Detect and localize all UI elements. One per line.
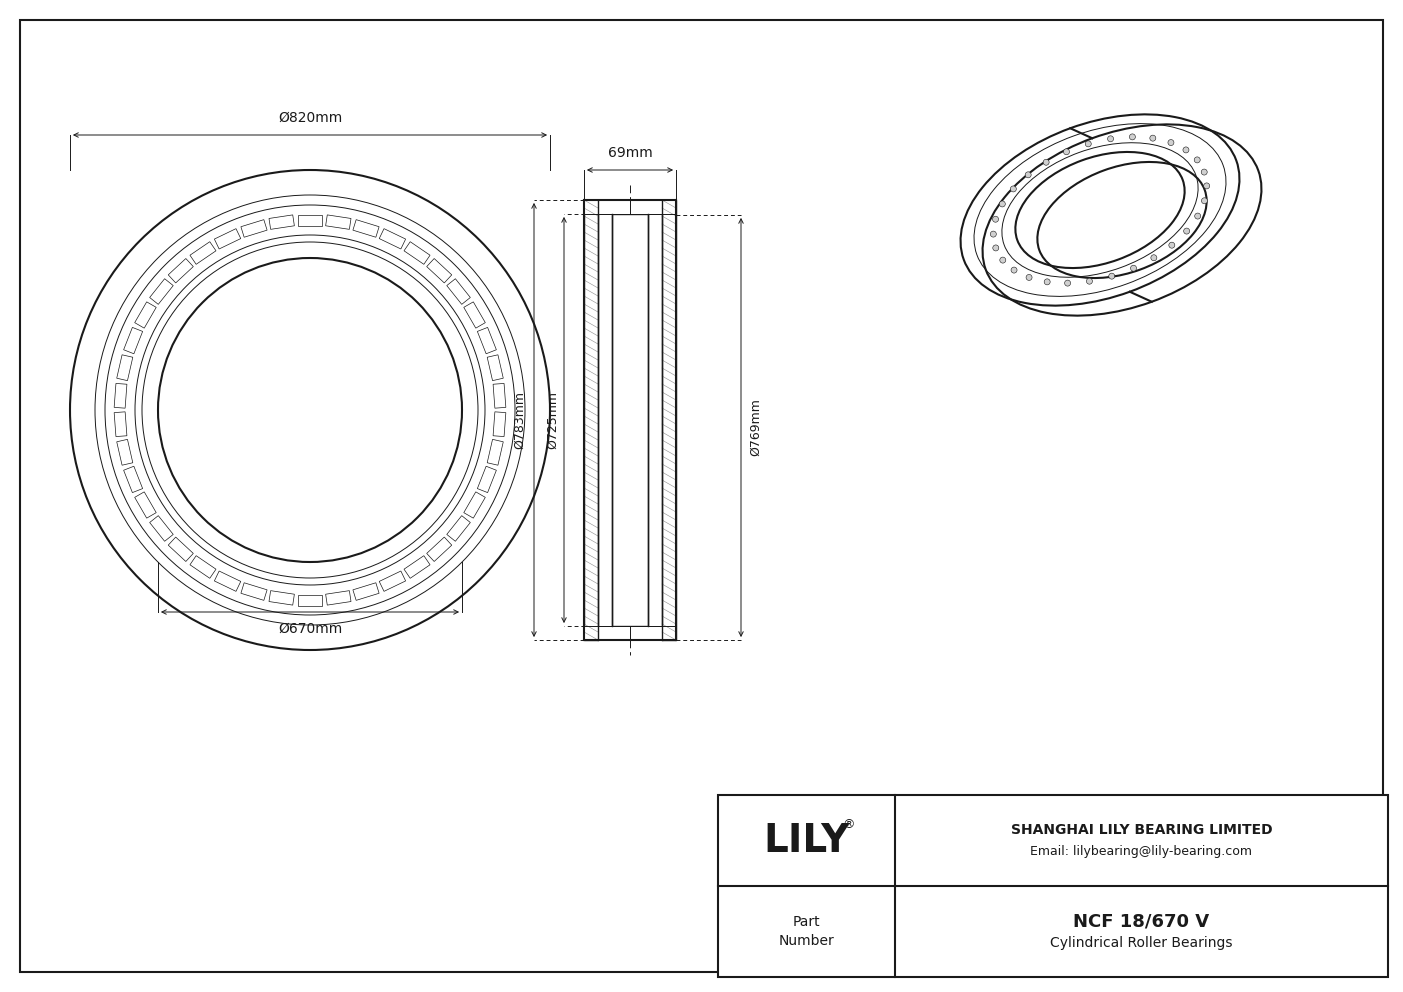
Text: Ø769mm: Ø769mm: [749, 399, 762, 456]
Circle shape: [1131, 265, 1136, 271]
Bar: [584, 200, 598, 640]
Circle shape: [1065, 280, 1070, 286]
Polygon shape: [492, 384, 506, 408]
Circle shape: [1169, 242, 1174, 248]
Circle shape: [1167, 140, 1174, 146]
Text: Ø783mm: Ø783mm: [513, 391, 526, 449]
Polygon shape: [404, 556, 431, 578]
Polygon shape: [379, 571, 405, 591]
Circle shape: [1150, 135, 1156, 141]
Circle shape: [1108, 273, 1115, 279]
Polygon shape: [464, 302, 485, 328]
Text: Cylindrical Roller Bearings: Cylindrical Roller Bearings: [1051, 936, 1233, 950]
Circle shape: [1012, 267, 1017, 273]
Circle shape: [1201, 169, 1207, 175]
Polygon shape: [241, 219, 267, 237]
Polygon shape: [135, 302, 156, 328]
Bar: [584, 200, 630, 214]
Circle shape: [992, 216, 999, 222]
Polygon shape: [487, 355, 504, 381]
Text: Ø725mm: Ø725mm: [546, 391, 558, 449]
Polygon shape: [215, 571, 241, 591]
Polygon shape: [123, 466, 143, 493]
Circle shape: [999, 201, 1006, 207]
Polygon shape: [189, 242, 216, 264]
Circle shape: [1010, 186, 1016, 191]
Text: Ø820mm: Ø820mm: [278, 111, 342, 125]
Polygon shape: [269, 215, 295, 229]
Polygon shape: [427, 537, 452, 561]
Text: Part
Number: Part Number: [779, 915, 835, 948]
Polygon shape: [116, 355, 133, 381]
Polygon shape: [189, 556, 216, 578]
Polygon shape: [123, 327, 143, 354]
Polygon shape: [354, 219, 379, 237]
Circle shape: [1201, 197, 1208, 203]
Text: 69mm: 69mm: [607, 146, 652, 160]
Circle shape: [1086, 141, 1092, 147]
Polygon shape: [215, 228, 241, 249]
Polygon shape: [446, 516, 470, 542]
Text: ®: ®: [842, 818, 854, 831]
Polygon shape: [269, 590, 295, 605]
Polygon shape: [464, 492, 485, 518]
Text: NCF 18/670 V: NCF 18/670 V: [1073, 913, 1209, 930]
Polygon shape: [150, 516, 173, 542]
Bar: [612, 214, 648, 626]
Text: Email: lilybearing@lily-bearing.com: Email: lilybearing@lily-bearing.com: [1030, 845, 1253, 858]
Circle shape: [1026, 275, 1033, 281]
Circle shape: [1044, 279, 1051, 285]
Polygon shape: [114, 384, 126, 408]
Circle shape: [1194, 157, 1200, 163]
Circle shape: [1026, 172, 1031, 178]
Polygon shape: [487, 439, 504, 465]
Circle shape: [1184, 228, 1190, 234]
Polygon shape: [168, 259, 194, 283]
Bar: [630, 626, 676, 640]
Bar: [630, 200, 676, 214]
Text: Ø670mm: Ø670mm: [278, 622, 342, 636]
Circle shape: [993, 245, 999, 251]
Polygon shape: [297, 214, 323, 225]
Text: LILY: LILY: [763, 821, 850, 859]
Polygon shape: [477, 327, 497, 354]
Text: SHANGHAI LILY BEARING LIMITED: SHANGHAI LILY BEARING LIMITED: [1010, 822, 1273, 836]
Circle shape: [1086, 278, 1093, 284]
Bar: [718, 795, 1388, 977]
Circle shape: [1204, 183, 1209, 188]
Polygon shape: [150, 279, 173, 305]
Polygon shape: [297, 594, 323, 605]
Circle shape: [1063, 149, 1069, 155]
Polygon shape: [492, 412, 506, 436]
Polygon shape: [114, 412, 126, 436]
Circle shape: [1044, 160, 1049, 166]
Polygon shape: [446, 279, 470, 305]
Polygon shape: [404, 242, 431, 264]
Polygon shape: [427, 259, 452, 283]
Polygon shape: [116, 439, 133, 465]
Circle shape: [1150, 255, 1157, 261]
Polygon shape: [168, 537, 194, 561]
Bar: [662, 200, 676, 640]
Circle shape: [1129, 134, 1135, 140]
Circle shape: [991, 231, 996, 237]
Polygon shape: [325, 590, 351, 605]
Polygon shape: [325, 215, 351, 229]
Polygon shape: [354, 582, 379, 600]
Polygon shape: [477, 466, 497, 493]
Bar: [584, 626, 630, 640]
Circle shape: [1000, 257, 1006, 263]
Circle shape: [1195, 213, 1201, 219]
Circle shape: [1183, 147, 1188, 153]
Polygon shape: [379, 228, 405, 249]
Polygon shape: [135, 492, 156, 518]
Polygon shape: [241, 582, 267, 600]
Circle shape: [1107, 136, 1114, 142]
